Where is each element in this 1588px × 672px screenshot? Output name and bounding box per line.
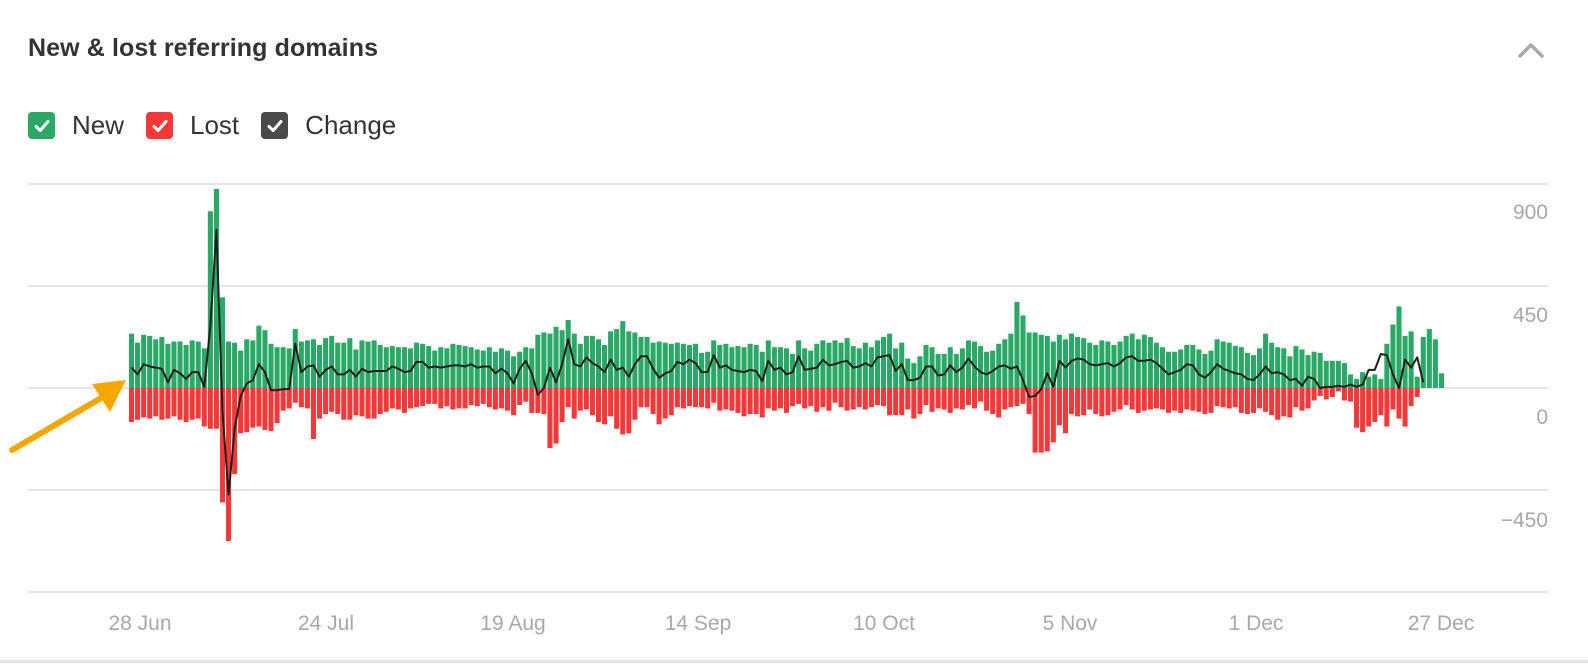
checkbox-checked-icon[interactable] — [28, 112, 55, 139]
legend-label-new: New — [72, 110, 125, 140]
y-tick-label: 450 — [1512, 304, 1548, 327]
checkbox-checked-icon[interactable] — [146, 112, 174, 139]
annotation-arrow-icon — [9, 380, 126, 453]
change-line — [130, 228, 1425, 496]
x-tick-label: 1 Dec — [1228, 612, 1284, 635]
x-tick-label: 19 Aug — [480, 612, 546, 635]
checkbox-checked-icon[interactable] — [261, 112, 289, 139]
y-tick-label: 900 — [1512, 201, 1548, 224]
x-tick-label: 5 Nov — [1042, 612, 1098, 635]
x-tick-label: 28 Jun — [108, 612, 172, 635]
legend-toggle-lost[interactable]: Lost — [146, 110, 239, 141]
legend-toggle-change[interactable]: Change — [261, 110, 396, 141]
chart-legend: New Lost Change — [28, 110, 418, 141]
legend-toggle-new[interactable]: New — [28, 110, 124, 141]
new-bars — [129, 188, 1444, 388]
y-tick-label: 0 — [1536, 406, 1548, 429]
legend-label-change: Change — [305, 110, 397, 140]
legend-label-lost: Lost — [190, 110, 240, 140]
x-tick-label: 14 Sep — [664, 612, 732, 635]
card-title: New & lost referring domains — [28, 34, 379, 62]
x-tick-label: 24 Jul — [297, 612, 355, 635]
y-tick-label: −450 — [1500, 509, 1548, 532]
lost-bars — [129, 388, 1420, 541]
x-tick-label: 27 Dec — [1407, 612, 1475, 635]
x-tick-label: 10 Oct — [853, 612, 915, 635]
chevron-up-icon — [1518, 43, 1544, 58]
collapse-button[interactable] — [1514, 36, 1548, 64]
